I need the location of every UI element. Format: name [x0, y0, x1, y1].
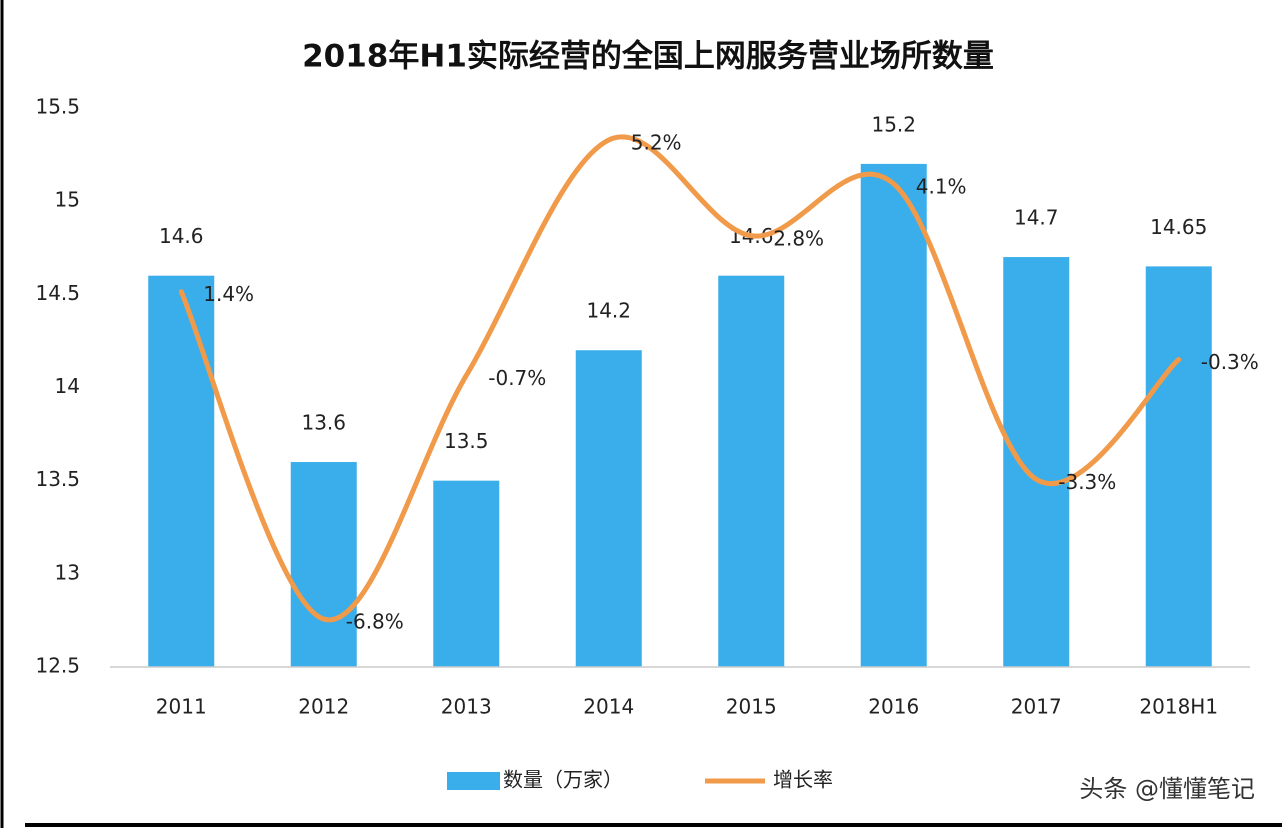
bar-value-label: 14.6: [159, 224, 204, 248]
chart-title: 2018年H1实际经营的全国上网服务营业场所数量: [302, 39, 994, 75]
bar-value-label: 14.2: [586, 299, 631, 323]
x-tick-label: 2018H1: [1139, 695, 1218, 719]
line-value-label: 4.1%: [916, 174, 967, 198]
legend-label: 增长率: [773, 768, 833, 792]
bar: [290, 462, 357, 667]
line-value-label: -3.3%: [1058, 470, 1116, 494]
bar-value-label: 13.5: [444, 429, 489, 453]
line: [178, 134, 1182, 623]
y-tick-label: 12.5: [35, 654, 80, 678]
bar: [860, 163, 927, 667]
bar: [433, 480, 500, 667]
bar: [575, 350, 642, 667]
y-tick-label: 13: [55, 560, 80, 584]
bar: [148, 275, 215, 667]
line-value-label: 5.2%: [631, 130, 682, 154]
bar-value-label: 14.65: [1150, 215, 1207, 239]
bar: [1145, 266, 1212, 667]
x-tick-label: 2014: [583, 695, 634, 719]
y-tick-label: 15: [55, 188, 80, 212]
x-tick-label: 2012: [298, 695, 349, 719]
legend-label: 数量（万家）: [503, 768, 623, 792]
bar: [1003, 257, 1070, 667]
line-value-label: 1.4%: [203, 282, 254, 306]
x-tick-label: 2017: [1011, 695, 1062, 719]
x-tick-label: 2011: [156, 695, 207, 719]
bar-value-label: 15.2: [871, 112, 916, 136]
y-tick-label: 15.5: [35, 95, 80, 119]
watermark: 头条 @懂懂笔记: [1079, 775, 1255, 803]
y-tick-label: 14: [55, 374, 80, 398]
bar: [718, 275, 785, 667]
line-value-label: -0.7%: [488, 366, 546, 390]
legend-swatch: [447, 772, 500, 790]
line-value-label: -6.8%: [346, 610, 404, 634]
y-tick-label: 13.5: [35, 467, 80, 491]
bar-value-label: 14.7: [1014, 206, 1059, 230]
line-value-label: -0.3%: [1201, 350, 1259, 374]
x-tick-label: 2015: [726, 695, 777, 719]
line-value-label: 2.8%: [773, 226, 824, 250]
bar-value-label: 13.6: [301, 411, 346, 435]
y-tick-label: 14.5: [35, 281, 80, 305]
x-tick-label: 2016: [868, 695, 919, 719]
x-tick-label: 2013: [441, 695, 492, 719]
